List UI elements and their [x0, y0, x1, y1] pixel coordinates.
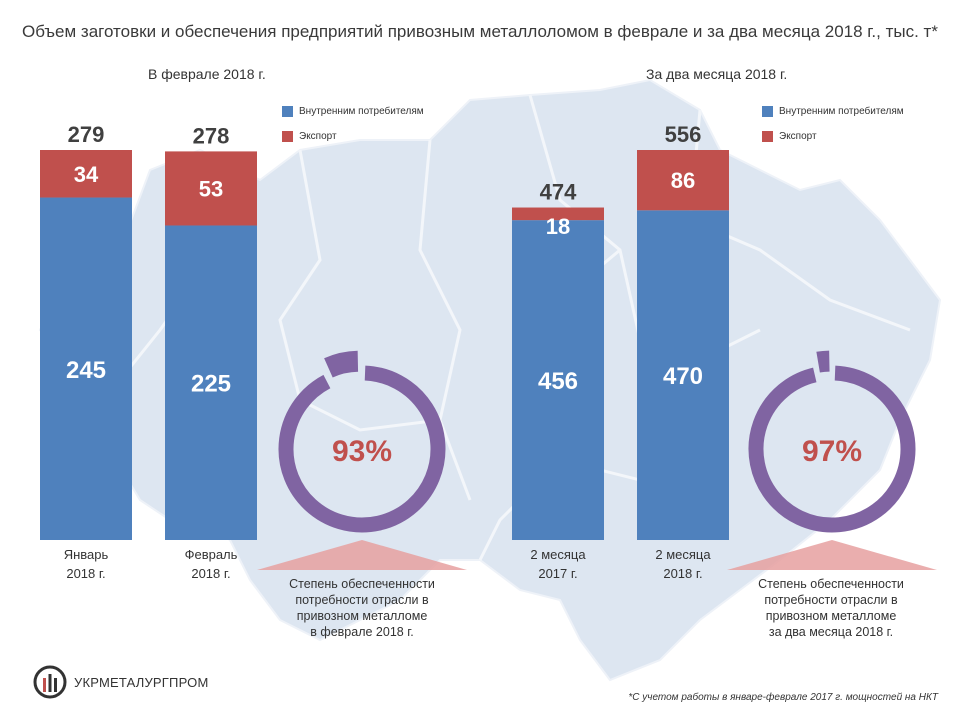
bar-domestic — [637, 210, 729, 541]
legend-export-left: Экспорт — [282, 131, 337, 142]
tick-label: 2018 г. — [191, 566, 230, 581]
ring-caption-february: Степень обеспеченности потребности отрас… — [262, 576, 462, 640]
bar-domestic — [40, 197, 132, 540]
caption-line: Степень обеспеченности — [758, 577, 904, 591]
ring-main-arc — [278, 365, 446, 533]
tick-label: Январь — [64, 547, 109, 562]
caption-line: потребности отрасли в — [764, 593, 898, 607]
legend-domestic-left: Внутренним потребителям — [282, 106, 424, 117]
section-label-february: В феврале 2018 г. — [148, 66, 266, 82]
caption-line: за два месяца 2018 г. — [768, 625, 894, 639]
data-label-domestic: 245 — [66, 357, 106, 384]
legend-domestic-right: Внутренним потребителям — [762, 106, 904, 117]
legend-swatch-export — [282, 131, 293, 142]
legend-label-export: Экспорт — [299, 131, 337, 142]
caption-line: потребности отрасли в — [295, 593, 429, 607]
data-label-total: 556 — [665, 122, 702, 147]
bar-export — [512, 207, 604, 221]
footnote: *С учетом работы в январе-феврале 2017 г… — [628, 692, 938, 703]
ring-caption-two-months: Степень обеспеченности потребности отрас… — [731, 576, 931, 640]
ring-segment — [816, 350, 830, 373]
data-label-total: 279 — [68, 122, 105, 147]
caption-line: Степень обеспеченности — [289, 577, 435, 591]
legend-label-export: Экспорт — [779, 131, 817, 142]
data-label-domestic: 456 — [538, 368, 578, 395]
company-logo: УКРМЕТАЛУРГПРОМ — [32, 664, 209, 700]
bar-export — [637, 150, 729, 211]
tick-label: 2017 г. — [538, 566, 577, 581]
legend-swatch-domestic — [282, 106, 293, 117]
data-label-export: 53 — [199, 176, 223, 201]
logo-icon — [33, 665, 67, 699]
ring-percent-label: 93% — [332, 435, 392, 468]
caption-line: привозном металломе — [765, 609, 897, 623]
tick-label: 2 месяца — [655, 547, 711, 562]
data-label-domestic: 225 — [191, 371, 231, 398]
bar-export — [165, 151, 257, 226]
ring-main-arc — [748, 365, 916, 533]
ring-segment — [324, 350, 359, 378]
data-label-total: 474 — [540, 180, 577, 205]
chart-title: Объем заготовки и обеспечения предприяти… — [22, 22, 938, 41]
ring-pointer-triangle — [257, 540, 467, 570]
legend-export-right: Экспорт — [762, 131, 817, 142]
bar-export — [40, 150, 132, 198]
data-label-export: 86 — [671, 168, 695, 193]
data-label-export: 18 — [546, 214, 570, 239]
ring-percent-label: 97% — [802, 435, 862, 468]
bar-domestic — [165, 225, 257, 540]
legend-label-domestic: Внутренним потребителям — [779, 106, 904, 117]
section-label-two-months: За два месяца 2018 г. — [646, 66, 788, 82]
caption-line: в феврале 2018 г. — [310, 625, 414, 639]
data-label-export: 34 — [74, 162, 99, 187]
data-label-total: 278 — [193, 123, 230, 148]
ring-pointer-triangle — [727, 540, 937, 570]
tick-label: 2 месяца — [530, 547, 586, 562]
logo-text: УКРМЕТАЛУРГПРОМ — [74, 674, 209, 690]
legend-label-domestic: Внутренним потребителям — [299, 106, 424, 117]
tick-label: Февраль — [185, 547, 238, 562]
bar-domestic — [512, 220, 604, 540]
tick-label: 2018 г. — [663, 566, 702, 581]
data-label-domestic: 470 — [663, 363, 703, 390]
caption-line: привозном металломе — [296, 609, 428, 623]
legend-swatch-domestic — [762, 106, 773, 117]
legend-swatch-export — [762, 131, 773, 142]
tick-label: 2018 г. — [66, 566, 105, 581]
